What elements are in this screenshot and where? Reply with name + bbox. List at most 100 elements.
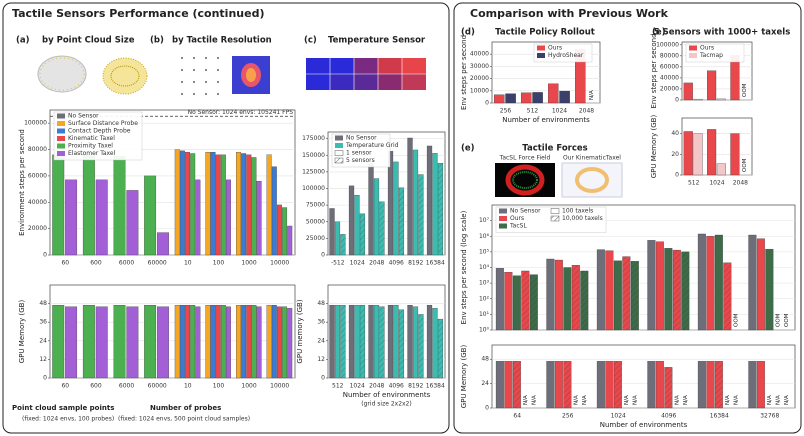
bar [195, 179, 201, 256]
y-tick-label: 80000 [660, 52, 679, 59]
bar-hatch [513, 361, 521, 408]
x-tick-label: 1024 [350, 260, 365, 267]
x-tick-label: 10 [184, 260, 192, 267]
y-tick-label: 10000 [470, 87, 489, 94]
y-tick-label: 48 [317, 300, 325, 307]
x-axis-note: (grid size 2x2x2) [361, 401, 411, 408]
bar [329, 304, 335, 379]
bar [765, 248, 774, 331]
x-tick-label: 1000 [241, 383, 256, 390]
bar [495, 361, 504, 409]
bar [241, 304, 247, 379]
bar [373, 304, 380, 379]
legend-swatch [550, 215, 560, 222]
bar [707, 129, 717, 176]
bar [412, 149, 419, 256]
bar [251, 157, 257, 256]
value-label: OOM [733, 313, 739, 327]
value-label: OOM [742, 158, 748, 172]
value-label: N/A [784, 395, 790, 405]
bar [246, 304, 252, 379]
legend-swatch [537, 53, 545, 58]
bar-hatch [379, 201, 385, 255]
y-tick-label: 60000 [28, 172, 47, 179]
bar [697, 361, 706, 409]
bar-hatch [398, 309, 404, 378]
bar [52, 304, 65, 379]
bar [655, 241, 664, 331]
bar-hatch [614, 361, 622, 408]
y-tick-label: 0 [675, 172, 679, 179]
bar-hatch [681, 251, 690, 330]
bar [256, 306, 262, 379]
bar [426, 304, 433, 379]
panel-title: Tactile Sensors Performance (continued) [12, 7, 264, 20]
legend-box [495, 206, 607, 233]
x-tick-label: 100 [213, 260, 225, 267]
bar [157, 306, 169, 379]
bar [368, 163, 374, 256]
legend-label: Tacmap [699, 52, 723, 59]
legend-swatch [537, 45, 545, 51]
bar [683, 131, 693, 176]
x-tick-label: 1000 [241, 260, 256, 267]
y-tick-label: 24 [481, 380, 489, 387]
x-tick-label: 4096 [661, 413, 676, 420]
legend-label: Elastomer Taxel [68, 150, 116, 157]
x-axis-note: (fixed: 1024 envs, 500 point cloud sampl… [118, 416, 250, 423]
y-tick-label: 10⁵ [479, 248, 490, 255]
bar [412, 306, 419, 379]
point-cloud-image [37, 55, 148, 95]
bar [504, 361, 513, 409]
bar [407, 137, 413, 256]
panel-title: Comparison with Previous Work [470, 7, 669, 20]
legend-label: No Sensor [68, 113, 99, 120]
panel-letter: (c) [304, 36, 317, 46]
tactile-grid-image [181, 56, 270, 95]
y-axis-label: GPU Memory (GB) [460, 345, 468, 409]
y-axis-label: Env steps per second [650, 33, 658, 108]
y-tick-label: 10² [479, 295, 490, 302]
bar [113, 304, 126, 379]
x-tick-label: 2048 [369, 383, 384, 390]
x-tick-label: 1024 [350, 383, 365, 390]
bar-hatch [418, 174, 424, 255]
panel-subtitle: by Point Cloud Size [42, 36, 135, 46]
y-tick-label: 125000 [302, 168, 325, 175]
bar [373, 178, 380, 256]
bar [613, 260, 622, 331]
y-tick-label: 30000 [470, 63, 489, 70]
bar [707, 70, 717, 101]
legend-swatch [57, 113, 65, 119]
legend-swatch [335, 143, 343, 148]
y-tick-label: 40 [671, 130, 679, 137]
bar [205, 304, 211, 379]
bar [276, 204, 282, 256]
x-tick-label: -512 [331, 260, 345, 267]
bar [756, 238, 765, 331]
x-tick-label: 4096 [389, 260, 404, 267]
value-label: OOM [742, 83, 748, 97]
bar [210, 152, 216, 256]
legend-label: Surface Distance Probe [68, 120, 138, 127]
legend-label: 1 sensor [346, 150, 372, 157]
x-tick-label: 2048 [579, 108, 594, 115]
bar [276, 306, 282, 379]
left-panel-frame [2, 2, 450, 434]
x-tick-label: 2048 [369, 260, 384, 267]
bar [179, 150, 185, 256]
legend-swatch [57, 128, 65, 134]
legend-label: Ours [510, 215, 524, 222]
value-label: OOM [775, 313, 781, 327]
bar [144, 175, 157, 256]
bar-hatch [630, 261, 639, 330]
bar [512, 275, 521, 331]
x-axis-label: Number of environments [502, 116, 590, 124]
bar [271, 166, 277, 256]
bar [126, 190, 139, 256]
panel-letter: (e) [461, 144, 475, 154]
bar [706, 236, 715, 331]
y-tick-label: 48 [39, 300, 47, 307]
bar [190, 153, 196, 256]
bar [495, 268, 504, 331]
